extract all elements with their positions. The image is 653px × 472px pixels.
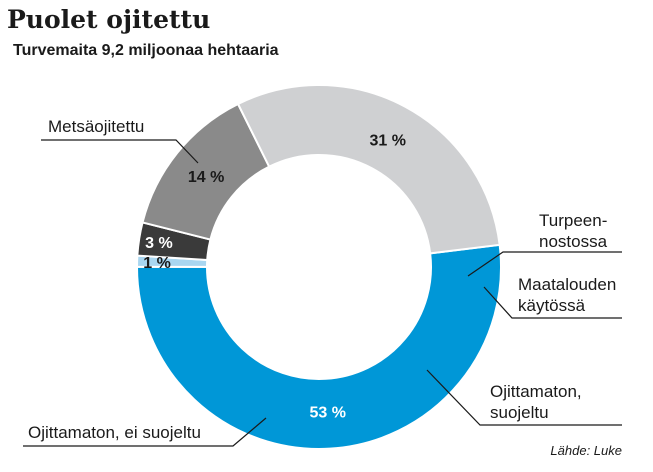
slice-label-ojittamaton-suojeltu-line-1: Ojittamaton, (490, 382, 582, 401)
donut-slices (135, 84, 502, 450)
value-label-ojittamaton-ei-suojeltu: 31 % (369, 132, 405, 149)
slice-labels: Metsäojitettu Turpeen-nostossa Maatalouden… (28, 117, 616, 442)
value-label-ojittamaton-suojeltu: 14 % (188, 169, 224, 186)
leader-line-ojittamaton-suojeltu (426, 369, 622, 426)
source-note: Lähde: Luke (550, 443, 622, 458)
slice-label-turpeen-nostossa-line-2: nostossa (539, 232, 608, 251)
chart-subtitle: Turvemaita 9,2 miljoonaa hehtaaria (13, 42, 279, 59)
leader-line-metsaojitettu (41, 139, 199, 164)
slice-label-metsaojitettu: Metsäojitettu (48, 117, 144, 136)
value-labels: 53 % 1 % 3 % 14 % 31 % (143, 132, 406, 421)
slice-metsaojitettu (135, 243, 502, 450)
value-label-maatalouden-kaytossa: 3 % (145, 235, 173, 252)
slice-label-ojittamaton-suojeltu-line-2: suojeltu (490, 403, 549, 422)
leader-line-ojittamaton-ei-suojeltu (23, 417, 267, 447)
leader-line-turpeen-nostossa (467, 251, 622, 277)
leader-lines (23, 139, 622, 447)
chart-title: Puolet ojitettu (7, 5, 210, 34)
slice-label-turpeen-nostossa-line-1: Turpeen- (539, 211, 607, 230)
value-label-turpeen-nostossa: 1 % (143, 255, 171, 272)
slice-label-maatalouden-kaytossa-line-1: Maatalouden (518, 275, 616, 294)
slice-label-maatalouden-kaytossa-line-2: käytössä (518, 296, 586, 315)
slice-label-ojittamaton-ei-suojeltu: Ojittamaton, ei suojeltu (28, 423, 201, 442)
slice-ojittamaton-ei-suojeltu (236, 84, 501, 255)
leader-line-maatalouden-kaytossa (483, 286, 622, 319)
value-label-metsaojitettu: 53 % (310, 405, 346, 422)
